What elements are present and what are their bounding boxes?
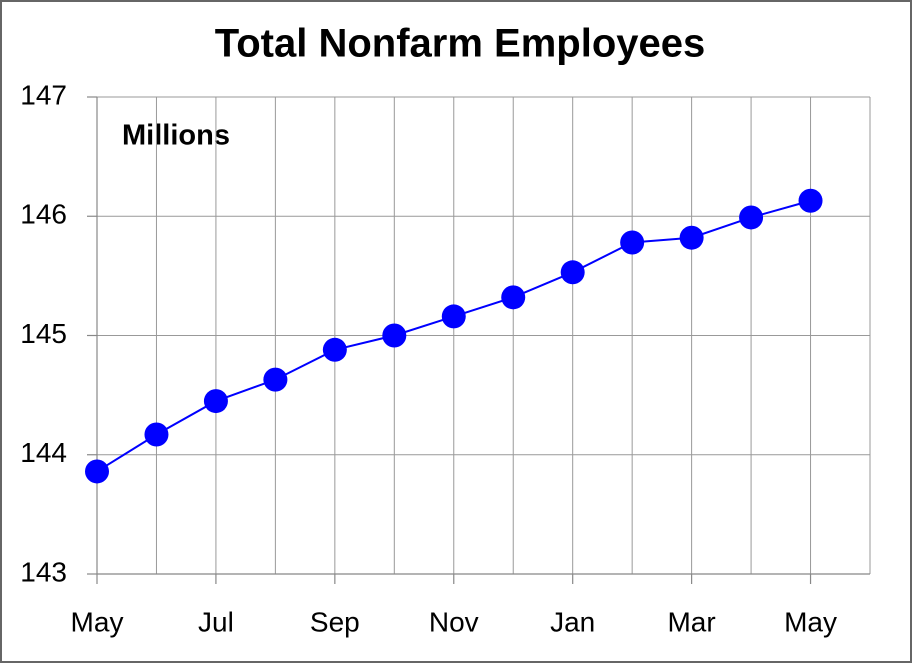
marker <box>501 285 526 310</box>
marker <box>441 304 466 329</box>
marker <box>382 323 407 348</box>
x-tick-label: Jul <box>198 606 234 637</box>
x-tick-label: Mar <box>667 606 715 637</box>
marker <box>203 389 228 414</box>
marker <box>739 205 764 230</box>
y-tick-label: 143 <box>20 556 67 587</box>
marker <box>263 367 288 392</box>
marker <box>144 422 169 447</box>
marker <box>322 337 347 362</box>
chart-title: Total Nonfarm Employees <box>215 22 705 66</box>
y-tick-label: 146 <box>20 199 67 230</box>
marker <box>85 459 109 484</box>
marker <box>798 188 823 213</box>
marker <box>620 230 645 255</box>
y-tick-label: 147 <box>20 79 67 110</box>
annotation: Millions <box>122 120 230 152</box>
marker <box>560 260 585 285</box>
y-tick-label: 145 <box>20 318 67 349</box>
x-tick-label: May <box>784 606 837 637</box>
x-tick-label: Sep <box>310 606 360 637</box>
x-tick-label: Nov <box>429 606 479 637</box>
x-tick-label: Jan <box>550 606 595 637</box>
y-tick-label: 144 <box>20 437 67 468</box>
x-tick-label: May <box>71 606 124 637</box>
marker <box>679 225 704 250</box>
